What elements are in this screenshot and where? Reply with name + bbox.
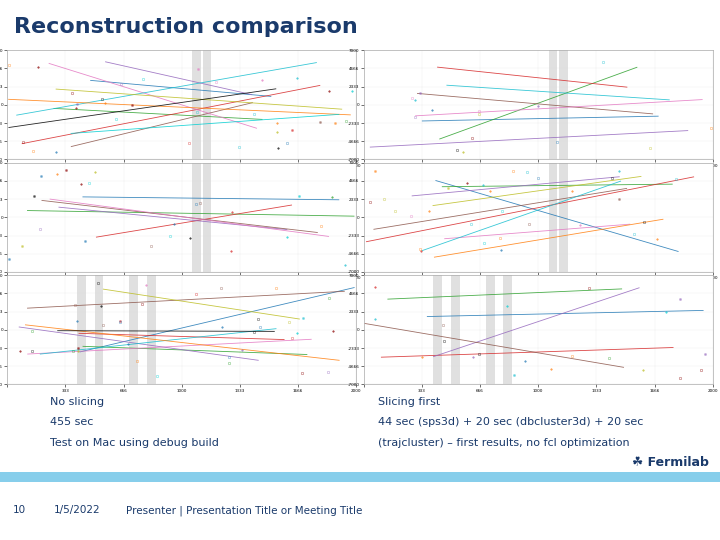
Bar: [486, 275, 495, 384]
Text: Reconstruction comparison: Reconstruction comparison: [14, 17, 358, 37]
Bar: [549, 50, 557, 159]
Text: ☘ Fermilab: ☘ Fermilab: [632, 456, 709, 469]
Text: 1/5/2022: 1/5/2022: [54, 505, 101, 515]
Bar: [192, 50, 201, 159]
Bar: [433, 275, 442, 384]
Text: Presenter | Presentation Title or Meeting Title: Presenter | Presentation Title or Meetin…: [126, 505, 362, 516]
Text: 10: 10: [13, 505, 26, 515]
Bar: [147, 275, 156, 384]
Bar: [94, 275, 103, 384]
Bar: [559, 163, 568, 272]
Text: No slicing: No slicing: [50, 397, 104, 407]
Text: (trajcluster) – first results, no fcl optimization: (trajcluster) – first results, no fcl op…: [378, 438, 629, 448]
Bar: [0, 472, 720, 482]
Text: 455 sec: 455 sec: [50, 417, 94, 428]
Bar: [451, 275, 459, 384]
Bar: [203, 163, 212, 272]
Text: Slicing first: Slicing first: [378, 397, 440, 407]
Bar: [192, 163, 201, 272]
Bar: [549, 163, 557, 272]
Bar: [503, 275, 512, 384]
Bar: [203, 50, 212, 159]
Text: 44 sec (sps3d) + 20 sec (dbcluster3d) + 20 sec: 44 sec (sps3d) + 20 sec (dbcluster3d) + …: [378, 417, 644, 428]
Bar: [77, 275, 86, 384]
Text: Test on Mac using debug build: Test on Mac using debug build: [50, 438, 220, 448]
Bar: [559, 50, 568, 159]
Bar: [130, 275, 138, 384]
